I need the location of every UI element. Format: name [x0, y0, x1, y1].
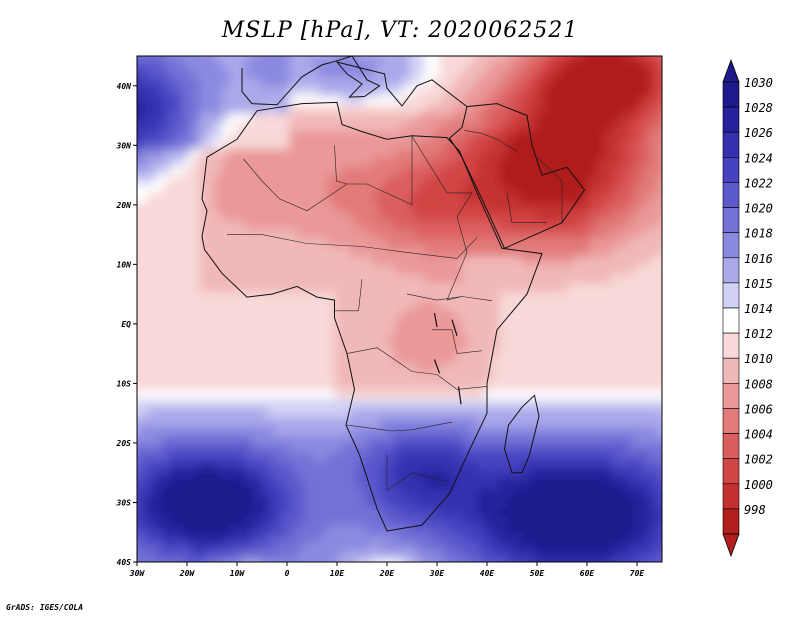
colorbar-segment: [722, 408, 740, 434]
colorbar-label: 1015: [744, 277, 773, 291]
colorbar-label: 1022: [744, 176, 773, 190]
colorbar: 1030 1028 1026 1024 1022 1020 1018 1016 1015 1014…: [722, 58, 773, 558]
country-border-2: [227, 234, 478, 259]
chart-title: MSLP [hPa], VT: 2020062521: [221, 18, 579, 43]
plot-frame: [136, 55, 663, 563]
country-border-5: [346, 347, 488, 390]
lat-tick-label: 20N: [116, 201, 132, 210]
colorbar-label: 1008: [744, 377, 773, 391]
lat-tick-label: 10S: [117, 379, 132, 388]
colorbar-segment: [722, 81, 740, 108]
colorbar-segment: [722, 182, 740, 208]
lat-tick-label: EQ: [121, 320, 131, 329]
colorbar-segment: [722, 257, 740, 284]
country-border-6: [346, 421, 453, 432]
colorbar-label: 1012: [744, 327, 773, 341]
country-border-7: [386, 454, 448, 492]
colorbar-label: 1006: [744, 402, 773, 416]
country-border-4: [406, 293, 493, 301]
europe-coastline: [241, 56, 468, 107]
colorbar-label: 1002: [744, 453, 773, 467]
colorbar-top-arrow: [722, 58, 740, 83]
lat-tick-label: 40N: [117, 82, 132, 91]
lat-tick-label: 40S: [117, 558, 132, 567]
lon-tick-label: 20E: [379, 569, 395, 578]
country-border-0: [243, 136, 413, 212]
lake-outline-1: [433, 359, 441, 374]
colorbar-segment: [722, 282, 740, 309]
madagascar-coastline: [503, 394, 540, 474]
pressure-field: [137, 56, 662, 562]
map-axes: 30W 20W 10W 0 10E 20E 30E 40E 50E 60E 70E 40N 30N 20N…: [116, 55, 663, 578]
colorbar-segment: [722, 157, 740, 183]
colorbar-bottom-arrow: [722, 533, 740, 558]
mslp-map-figure: 30W 20W 10W 0 10E 20E 30E 40E 50E 60E 70E 40N 30N 20N…: [116, 55, 773, 578]
country-border-10: [446, 192, 473, 301]
colorbar-segment: [722, 508, 740, 535]
africa-coastline: [201, 101, 543, 532]
colorbar-label: 998: [744, 503, 766, 517]
colorbar-label: 1030: [744, 76, 773, 90]
lake-outline-3: [433, 313, 438, 328]
colorbar-label: 1018: [744, 227, 773, 241]
lon-tick-label: 30W: [129, 569, 146, 578]
country-border-1: [334, 145, 348, 185]
lake-outline-2: [457, 386, 462, 405]
coastline-layer: [201, 56, 586, 532]
lon-tick-label: 10W: [230, 569, 246, 578]
colorbar-segment: [722, 106, 740, 133]
colorbar-label: 1016: [744, 252, 773, 266]
lat-tick-label: 30N: [116, 141, 132, 150]
lon-tick-label: 40E: [480, 569, 495, 578]
lon-tick-label: 70E: [630, 569, 645, 578]
colorbar-segment: [722, 207, 740, 234]
country-border-13: [506, 192, 547, 223]
colorbar-segment: [722, 483, 740, 510]
colorbar-label: 1026: [744, 126, 773, 140]
country-border-9: [411, 136, 472, 194]
lon-tick-label: 60E: [580, 569, 595, 578]
lon-tick-label: 20W: [179, 569, 196, 578]
country-border-11: [464, 130, 518, 152]
colorbar-segment: [722, 332, 740, 359]
lat-tick-label: 20S: [116, 439, 132, 448]
colorbar-segment: [722, 232, 740, 259]
lon-tick-label: 30E: [429, 569, 445, 578]
lon-tick-label: 0: [285, 569, 290, 578]
colorbar-label: 1014: [744, 302, 773, 316]
country-border-8: [432, 329, 483, 354]
colorbar-label: 1010: [744, 352, 773, 366]
colorbar-segment: [722, 131, 740, 158]
colorbar-label: 1004: [744, 428, 773, 442]
arabia-coastline: [448, 103, 586, 249]
lon-tick-label: 10E: [330, 569, 345, 578]
colorbar-segment: [722, 307, 740, 334]
colorbar-label: 1024: [744, 151, 773, 165]
footer-credit: GrADS: IGES/COLA: [6, 603, 84, 612]
lat-tick-label: 30S: [116, 498, 132, 507]
colorbar-segment: [722, 458, 740, 485]
colorbar-segment: [722, 357, 740, 384]
country-border-3: [334, 279, 363, 312]
lat-tick-label: 10N: [117, 260, 132, 269]
colorbar-label: 1000: [744, 478, 773, 492]
colorbar-label: 1020: [744, 202, 773, 216]
colorbar-segment: [722, 433, 740, 460]
lake-outline-0: [451, 319, 458, 336]
country-border-12: [536, 156, 563, 223]
colorbar-segment: [722, 382, 740, 409]
colorbar-label: 1028: [744, 101, 773, 115]
lon-tick-label: 50E: [530, 569, 545, 578]
